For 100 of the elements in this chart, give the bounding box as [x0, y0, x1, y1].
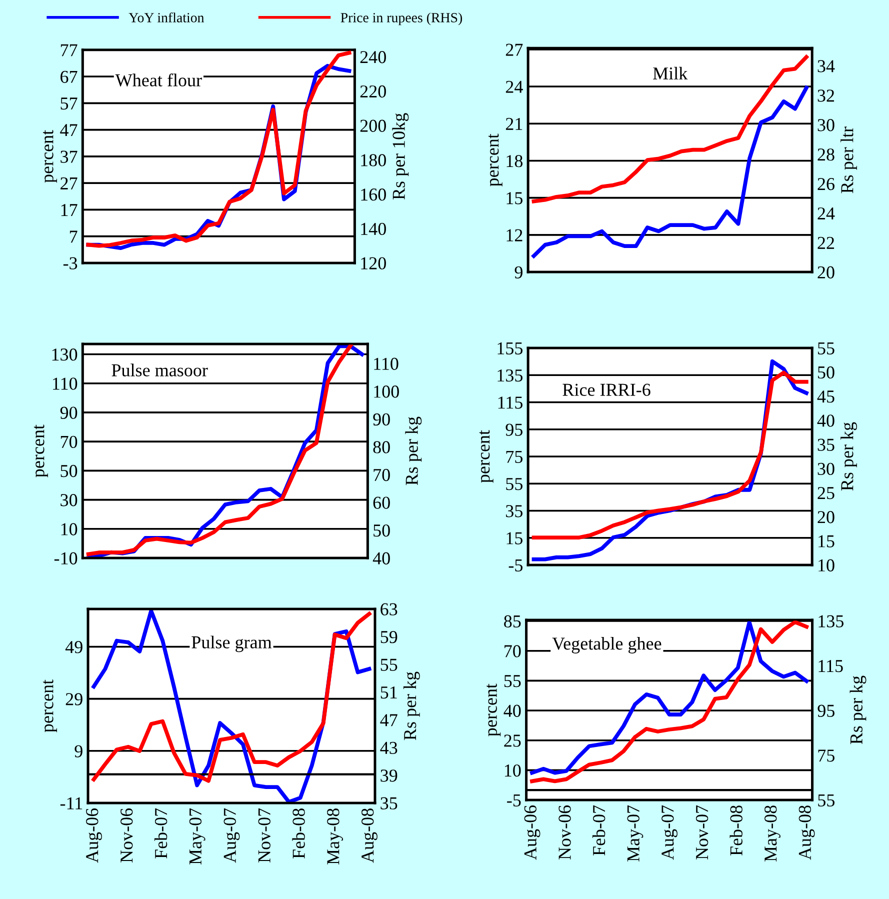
y2-tick-label: 200: [360, 120, 386, 132]
y2-tick-label: 90: [373, 413, 390, 426]
y2-tick-label: 25: [818, 486, 834, 500]
y2-tick-label: 75: [818, 750, 834, 762]
y-tick-label: -11: [60, 797, 82, 810]
y2-tick-label: 40: [372, 552, 390, 564]
y-tick-label: 55: [504, 675, 521, 688]
y-tick-label: 37: [60, 150, 78, 163]
y-tick-label: 27: [506, 44, 523, 56]
y2-tick-label: 30: [818, 462, 834, 476]
y2-tick-label: 43: [380, 742, 398, 754]
x-tick-label: May-07: [189, 808, 206, 864]
y2-tick-label: 40: [817, 414, 834, 427]
y-axis-title: percent: [479, 430, 494, 483]
y-tick-label: 29: [66, 693, 82, 706]
y2-tick-label: 22: [818, 236, 834, 249]
legend-label: Price in rupees (RHS): [340, 12, 462, 26]
y-tick-label: 7: [70, 230, 78, 243]
y2-tick-label: 240: [360, 51, 386, 64]
y2-tick-label: 70: [374, 468, 390, 482]
y2-tick-label: 95: [818, 704, 834, 717]
text: Vegetable ghee: [552, 637, 662, 654]
y2-tick-label: 28: [818, 148, 834, 161]
x-tick-label: Nov-07: [696, 805, 708, 860]
y2-tick-label: 120: [361, 257, 386, 270]
y2-tick-label: 59: [380, 631, 398, 644]
line-series: [532, 86, 808, 258]
y-axis-title: percent: [486, 684, 501, 736]
y2-tick-label: 20: [818, 511, 834, 524]
x-tick-label: Aug-07: [224, 808, 240, 863]
y-tick-label: 49: [65, 641, 82, 654]
y-tick-label: 77: [60, 44, 78, 56]
x-tick-label: May-08: [764, 806, 780, 862]
y2-tick-label: 50: [374, 524, 390, 537]
x-tick-label: Feb-08: [292, 808, 305, 858]
y-tick-label: 47: [60, 124, 78, 136]
y-tick-label: 50: [60, 464, 78, 478]
x-tick-label: Aug-07: [662, 805, 678, 860]
text: Rice IRRI-6: [562, 384, 650, 396]
y2-tick-label: 15: [818, 535, 834, 548]
y-tick-label: 10: [61, 523, 78, 536]
y2-tick-label: 63: [380, 603, 398, 616]
y-tick-label: 70: [60, 436, 78, 448]
y-tick-label: -5: [507, 794, 521, 806]
y-axis-title: percent: [34, 424, 48, 478]
y-tick-label: 90: [60, 406, 78, 419]
y2-tick-label: 220: [360, 85, 386, 98]
y-tick-label: 55: [506, 478, 522, 490]
y-tick-label: 15: [506, 532, 522, 544]
text: Pulse gram: [192, 636, 272, 652]
y2-axis-title: Rs per 10kg: [392, 113, 409, 200]
x-tick-label: Nov-06: [558, 805, 571, 860]
y-tick-label: 21: [506, 118, 522, 130]
y2-tick-label: 35: [380, 797, 398, 810]
y-tick-label: 130: [52, 348, 78, 361]
y2-tick-label: 26: [818, 178, 834, 190]
line-series: [532, 370, 808, 540]
y2-tick-label: 45: [817, 390, 834, 403]
y2-tick-label: 180: [361, 154, 386, 166]
y2-tick-label: 35: [818, 438, 834, 451]
x-tick-label: Aug-06: [86, 808, 102, 863]
y-tick-label: 24: [506, 80, 523, 93]
y-tick-label: 115: [498, 396, 522, 409]
y2-tick-label: 60: [373, 496, 390, 509]
y-tick-label: 75: [506, 450, 522, 463]
y2-axis-title: Rs per kg: [405, 416, 422, 486]
y2-tick-label: 160: [361, 188, 386, 201]
y2-tick-label: 24: [818, 207, 835, 220]
x-tick-label: Nov-06: [120, 808, 133, 862]
y2-axis-title: Rs per kg: [850, 676, 866, 744]
text: Pulse masoor: [112, 364, 208, 376]
y-tick-label: 18: [506, 154, 523, 168]
y-tick-label: -3: [63, 257, 78, 270]
y2-tick-label: 51: [380, 686, 397, 699]
y-tick-label: 35: [506, 505, 522, 518]
y2-tick-label: 115: [818, 660, 843, 672]
y2-tick-label: 34: [818, 60, 835, 72]
y2-tick-label: 47: [380, 714, 398, 726]
x-tick-label: Feb-07: [592, 805, 606, 856]
y2-tick-label: 55: [380, 658, 398, 671]
x-tick-label: Aug-06: [524, 805, 540, 860]
legend-label: YoY inflation: [128, 12, 204, 22]
y-tick-label: 67: [60, 70, 78, 83]
x-tick-label: Feb-08: [730, 806, 742, 856]
y2-tick-label: 135: [818, 615, 844, 628]
text: Wheat flour: [115, 73, 202, 86]
y-tick-label: 17: [61, 204, 78, 216]
y-tick-label: 27: [60, 177, 78, 190]
x-tick-label: Nov-07: [258, 808, 270, 862]
y2-tick-label: 140: [361, 222, 386, 236]
y-tick-label: 25: [504, 734, 521, 747]
y-tick-label: 110: [53, 378, 78, 390]
y-tick-label: 12: [506, 229, 522, 242]
y-tick-label: 95: [506, 424, 522, 436]
y-tick-label: 9: [74, 745, 82, 758]
x-tick-label: Aug-08: [798, 806, 815, 860]
y-tick-label: 40: [504, 704, 521, 717]
y-tick-label: 57: [60, 98, 78, 110]
y2-tick-label: 80: [373, 441, 390, 454]
x-tick-label: Feb-07: [154, 808, 168, 858]
